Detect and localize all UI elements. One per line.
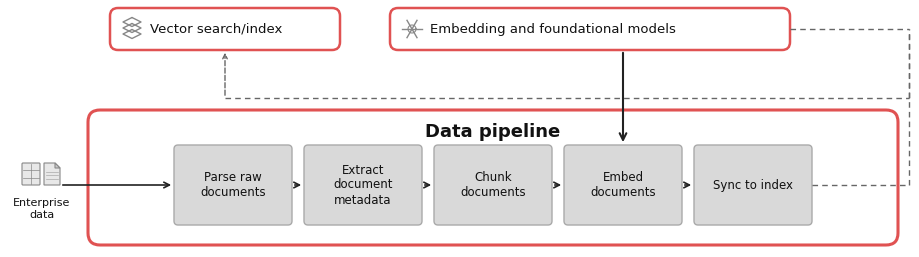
Polygon shape: [55, 163, 60, 168]
FancyBboxPatch shape: [110, 8, 340, 50]
Text: Vector search/index: Vector search/index: [150, 23, 282, 35]
FancyBboxPatch shape: [434, 145, 552, 225]
FancyBboxPatch shape: [694, 145, 812, 225]
Text: Embedding and foundational models: Embedding and foundational models: [430, 23, 675, 35]
Text: Parse raw
documents: Parse raw documents: [200, 171, 266, 199]
Text: Embed
documents: Embed documents: [590, 171, 656, 199]
FancyBboxPatch shape: [22, 163, 40, 185]
FancyBboxPatch shape: [174, 145, 292, 225]
Polygon shape: [44, 163, 60, 185]
Text: Chunk
documents: Chunk documents: [460, 171, 526, 199]
Text: Data pipeline: Data pipeline: [425, 123, 561, 141]
FancyBboxPatch shape: [304, 145, 422, 225]
Text: Extract
document
metadata: Extract document metadata: [334, 163, 392, 207]
FancyBboxPatch shape: [390, 8, 790, 50]
Text: Sync to index: Sync to index: [713, 179, 793, 191]
Text: Enterprise
data: Enterprise data: [13, 198, 71, 219]
FancyBboxPatch shape: [88, 110, 898, 245]
FancyBboxPatch shape: [564, 145, 682, 225]
